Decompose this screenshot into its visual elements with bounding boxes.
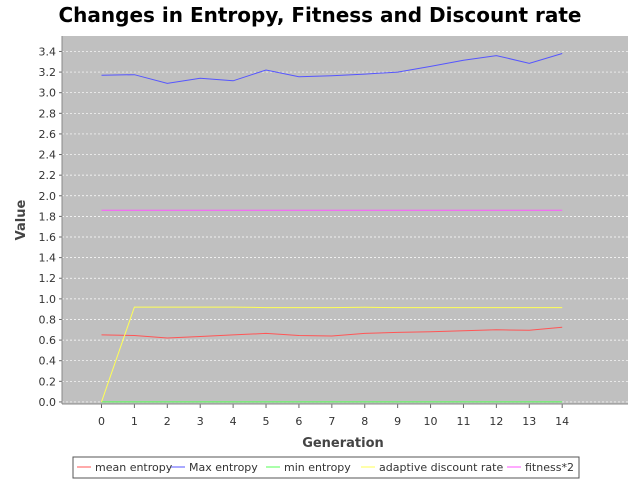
x-tick-label: 0 xyxy=(98,415,105,428)
x-tick-label: 12 xyxy=(489,415,503,428)
y-tick-label: 0.6 xyxy=(39,334,57,347)
x-tick-label: 5 xyxy=(263,415,270,428)
x-tick-label: 7 xyxy=(328,415,335,428)
y-axis-label: Value xyxy=(14,199,29,240)
x-tick-label: 13 xyxy=(522,415,536,428)
y-tick-label: 0.0 xyxy=(39,396,57,409)
y-tick-label: 1.6 xyxy=(39,231,57,244)
x-tick-label: 4 xyxy=(230,415,237,428)
x-tick-label: 11 xyxy=(456,415,470,428)
legend-label: fitness*2 xyxy=(525,461,574,474)
legend-label: mean entropy xyxy=(95,461,173,474)
y-tick-label: 2.0 xyxy=(39,190,57,203)
chart-title: Changes in Entropy, Fitness and Discount… xyxy=(59,3,582,27)
y-tick-label: 3.4 xyxy=(39,45,57,58)
x-tick-label: 6 xyxy=(295,415,302,428)
legend-label: Max entropy xyxy=(189,461,258,474)
series-line-3 xyxy=(101,306,563,403)
legend-label: adaptive discount rate xyxy=(379,461,503,474)
x-tick-label: 14 xyxy=(555,415,569,428)
y-tick-label: 1.2 xyxy=(39,272,57,285)
y-tick-label: 1.8 xyxy=(39,210,57,223)
y-tick-label: 1.4 xyxy=(39,252,57,265)
x-tick-label: 8 xyxy=(361,415,368,428)
y-tick-label: 2.6 xyxy=(39,128,57,141)
x-tick-label: 10 xyxy=(424,415,438,428)
legend: mean entropy Max entropy min entropy adapti… xyxy=(72,456,580,479)
plot-area xyxy=(62,36,628,404)
x-tick-label: 9 xyxy=(394,415,401,428)
x-axis: 0 1 2 3 4 5 6 7 8 9 10 11 12 13 14 xyxy=(62,403,628,428)
y-tick-label: 3.0 xyxy=(39,87,57,100)
y-tick-label: 3.2 xyxy=(39,66,57,79)
x-tick-label: 3 xyxy=(197,415,204,428)
x-tick-label: 2 xyxy=(164,415,171,428)
series-line-1 xyxy=(101,53,563,84)
x-axis-label: Generation xyxy=(302,436,384,451)
y-tick-label: 2.8 xyxy=(39,107,57,120)
y-tick-label: 1.0 xyxy=(39,293,57,306)
legend-box xyxy=(72,456,580,479)
y-tick-label: 0.8 xyxy=(39,313,57,326)
y-tick-label: 2.2 xyxy=(39,169,57,182)
series-line-0 xyxy=(101,326,563,339)
legend-label: min entropy xyxy=(284,461,351,474)
y-tick-label: 0.2 xyxy=(39,375,57,388)
y-tick-label: 0.4 xyxy=(39,355,57,368)
series-layer xyxy=(101,53,563,403)
x-tick-label: 1 xyxy=(131,415,138,428)
y-axis: 0.0 0.2 0.4 0.6 0.8 1.0 1.2 1.4 1.6 1.8 2.0 2.2 2.4 2… xyxy=(39,36,63,409)
y-tick-label: 2.4 xyxy=(39,149,57,162)
